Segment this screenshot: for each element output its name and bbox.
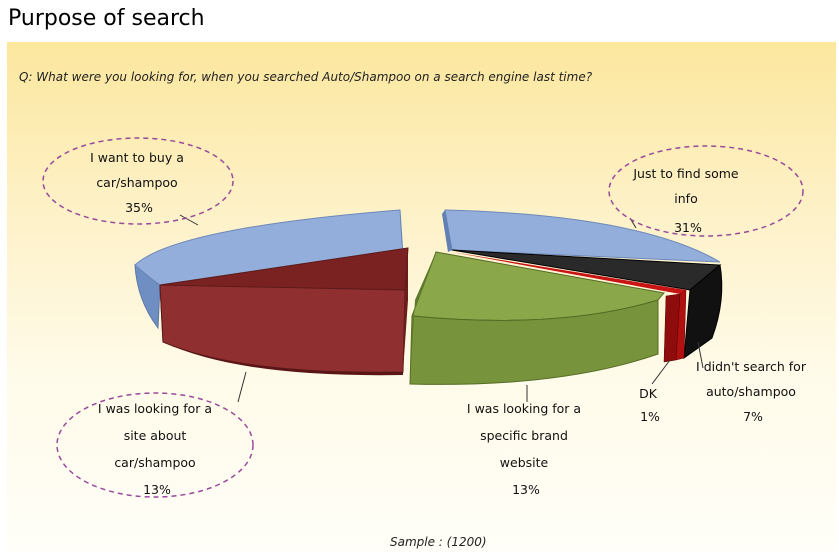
label-site: I was looking for a site about car/shamp…: [98, 401, 216, 497]
sample-note: Sample : (1200): [390, 535, 487, 549]
pie-slice-buy: [134, 209, 404, 330]
label-brand: I was looking for a specific brand websi…: [467, 401, 585, 497]
callout-ellipse-site: [56, 392, 254, 498]
page-title: Purpose of search: [8, 6, 205, 31]
chart-question: Q: What were you looking for, when you s…: [19, 70, 593, 84]
pie-slice-site: [159, 247, 409, 376]
leader-line-dk: [651, 359, 671, 385]
callout-ellipse-info: [608, 145, 804, 237]
pie-slice-brand: [409, 251, 665, 385]
label-nosearch: I didn't search for auto/shampoo 7%: [696, 359, 810, 424]
label-buy: I want to buy a car/shampoo 35%: [90, 150, 188, 215]
pie-slice-nosearch: [451, 249, 723, 360]
leader-line-buy: [179, 214, 199, 226]
label-dk: DK 1%: [639, 386, 661, 424]
leader-line-nosearch: [697, 341, 704, 369]
callout-ellipse-buy: [42, 137, 234, 225]
label-info: Just to find some info 31%: [632, 166, 742, 235]
pie-slice-info: [442, 209, 721, 263]
leader-line-site: [237, 371, 247, 403]
pie-slice-dk: [452, 252, 687, 363]
